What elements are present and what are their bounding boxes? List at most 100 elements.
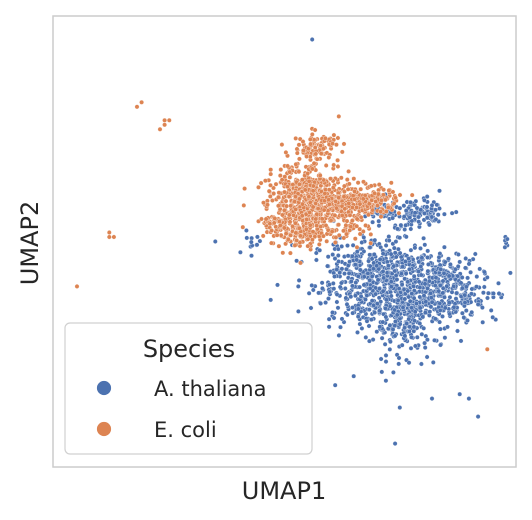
data-point — [469, 309, 475, 315]
data-point — [297, 181, 302, 187]
data-point — [442, 335, 448, 341]
data-point — [330, 252, 336, 257]
data-point — [288, 250, 293, 256]
data-point — [465, 275, 470, 281]
data-point — [345, 186, 351, 192]
data-point — [332, 382, 338, 388]
data-point — [338, 324, 343, 330]
data-point — [458, 280, 464, 286]
data-point — [321, 233, 326, 239]
data-point — [425, 268, 431, 274]
data-point — [371, 266, 376, 272]
data-point — [334, 267, 340, 272]
data-point — [367, 245, 373, 250]
data-point — [421, 235, 426, 241]
data-point — [366, 307, 372, 312]
data-point — [407, 329, 412, 334]
data-point — [472, 251, 478, 257]
data-point — [332, 240, 338, 245]
data-point — [357, 231, 363, 237]
data-point — [318, 151, 324, 156]
data-point — [397, 235, 403, 241]
data-point — [249, 253, 254, 259]
data-point — [434, 202, 440, 208]
series-a-thaliana — [212, 37, 513, 446]
data-point — [277, 173, 283, 178]
data-point — [297, 196, 302, 202]
data-point — [481, 284, 487, 290]
data-point — [285, 163, 290, 169]
data-point — [384, 270, 390, 276]
data-point — [348, 279, 354, 284]
data-point — [294, 258, 299, 264]
data-point — [292, 242, 298, 248]
data-point — [261, 200, 266, 206]
data-point — [357, 284, 362, 290]
data-point — [401, 203, 407, 209]
data-point — [363, 335, 369, 340]
data-point — [282, 189, 287, 195]
data-point — [392, 307, 397, 313]
data-point — [347, 259, 352, 265]
data-point — [343, 295, 349, 301]
data-point — [308, 305, 314, 311]
data-point — [267, 194, 273, 199]
data-point — [457, 259, 463, 265]
data-point — [384, 297, 389, 303]
data-point — [307, 137, 313, 142]
data-point — [320, 286, 325, 291]
data-point — [335, 246, 341, 252]
data-point — [484, 275, 490, 280]
data-point — [367, 252, 373, 258]
data-point — [424, 215, 430, 221]
data-point — [372, 190, 377, 196]
data-point — [326, 155, 332, 160]
data-point — [287, 169, 293, 175]
data-point — [418, 246, 423, 251]
data-point — [449, 289, 455, 295]
data-point — [280, 250, 286, 256]
data-point — [440, 278, 446, 284]
data-point — [372, 237, 378, 243]
data-point — [346, 169, 351, 174]
data-point — [313, 250, 319, 256]
data-point — [351, 373, 357, 379]
data-point — [279, 142, 285, 147]
data-point — [477, 266, 483, 272]
data-point — [383, 197, 388, 203]
data-point — [341, 228, 346, 234]
data-point — [313, 151, 319, 157]
legend: Species A. thaliana E. coli — [64, 322, 313, 455]
data-point — [412, 318, 417, 324]
data-point — [304, 217, 310, 222]
data-point — [484, 346, 490, 352]
data-point — [296, 309, 301, 314]
data-point — [347, 212, 353, 218]
data-point — [276, 190, 282, 196]
data-point — [350, 310, 356, 316]
data-point — [383, 353, 389, 358]
data-point — [385, 205, 391, 210]
data-point — [388, 293, 394, 299]
data-point — [369, 256, 375, 262]
data-point — [308, 141, 313, 147]
data-point — [354, 244, 360, 250]
data-point — [309, 132, 315, 137]
data-point — [403, 271, 409, 276]
data-point — [305, 146, 311, 152]
data-point — [366, 212, 371, 218]
data-point — [367, 277, 373, 283]
data-point — [293, 207, 299, 212]
data-point — [416, 259, 422, 265]
data-point — [475, 302, 481, 307]
data-point — [480, 319, 486, 325]
data-point — [339, 213, 345, 218]
data-point — [453, 296, 459, 302]
data-point — [422, 281, 428, 287]
data-point — [284, 203, 290, 209]
data-point — [368, 240, 374, 246]
data-point — [324, 238, 330, 244]
data-point — [414, 301, 419, 306]
data-point — [357, 201, 363, 207]
data-point — [335, 135, 341, 141]
